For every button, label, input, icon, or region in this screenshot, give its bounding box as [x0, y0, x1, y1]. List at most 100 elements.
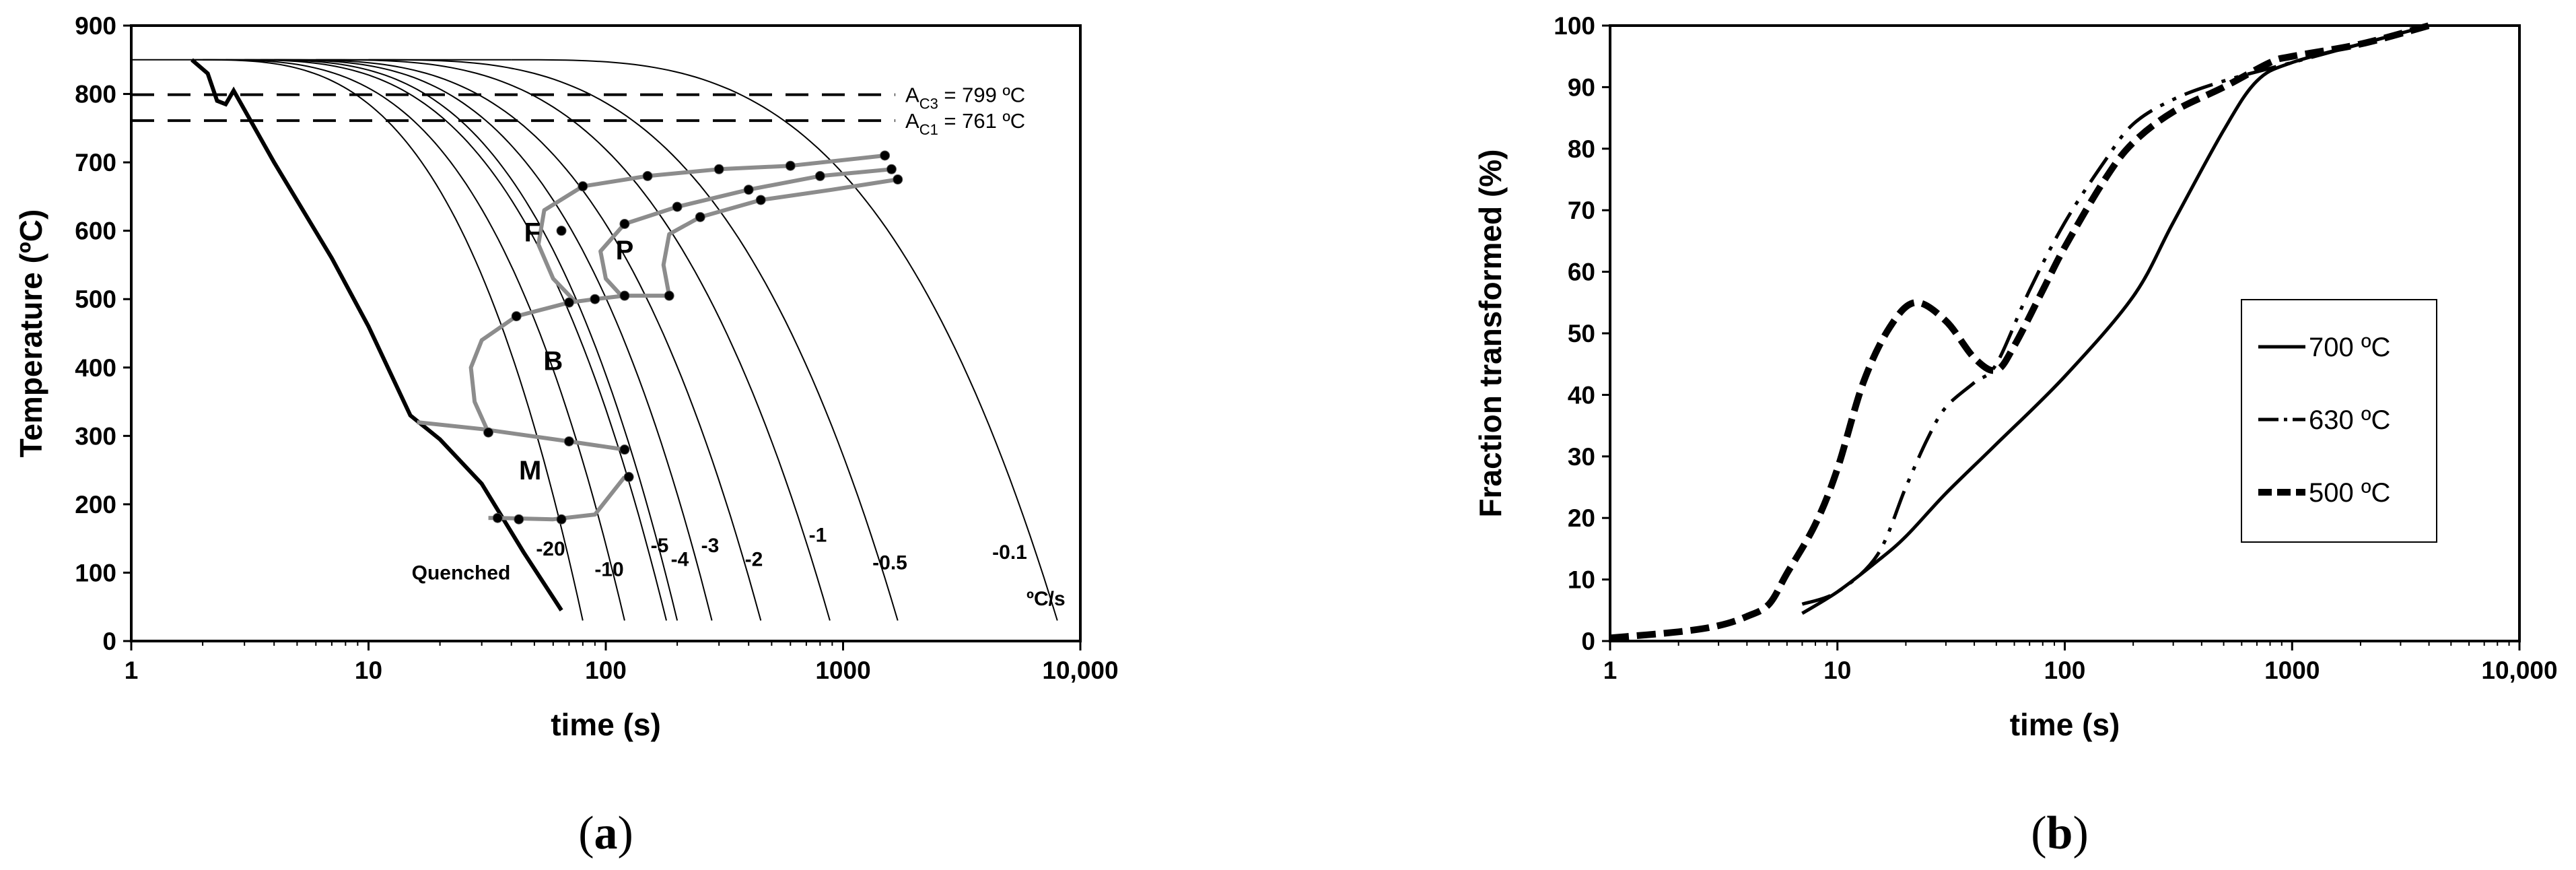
a-x-axis-title: time (s): [551, 707, 661, 742]
a-y-tick-label: 800: [75, 81, 116, 108]
b-x-tick-label: 1000: [2264, 657, 2320, 684]
a-y-tick-label: 400: [75, 354, 116, 382]
a-transformation-point: [556, 514, 567, 525]
a-cooling-curve: [190, 58, 563, 611]
a-transformation-point: [743, 185, 754, 195]
a-transformation-point: [886, 164, 897, 174]
a-cooling-rate-label: -3: [701, 535, 720, 557]
a-x-tick-label: 10,000: [1042, 657, 1118, 684]
a-transformation-point: [492, 512, 503, 523]
a-transformation-point: [619, 444, 630, 455]
b-y-axis-title: Fraction transformed (%): [1473, 149, 1508, 518]
a-y-tick-label: 900: [75, 12, 116, 40]
a-transformation-point: [619, 290, 630, 301]
a-y-tick-label: 300: [75, 422, 116, 450]
a-transformation-point: [623, 471, 634, 482]
a-cooling-rate-labels: Quenched -20 -10 -5-4 -3 -2 -1 -0.5 -0.1: [412, 525, 1027, 584]
b-y-tick-label: 70: [1568, 197, 1595, 224]
a-y-axis-title: Temperature (ºC): [13, 209, 48, 458]
a-cooling-rate-label: Quenched: [412, 562, 511, 584]
panel-letter-a: a: [594, 807, 618, 859]
b-y-tick-label: 40: [1568, 381, 1595, 409]
b-x-tick-label: 10: [1823, 657, 1851, 684]
a-transformation-point: [556, 226, 567, 236]
region-label-ferrite: F: [524, 218, 541, 248]
a-cooling-curve: [203, 59, 625, 621]
a-y-tick-label: 100: [75, 559, 116, 587]
a-boundary-martensite-finish: [497, 475, 627, 522]
a-cooling-curve: [368, 59, 899, 621]
a-cooling-rate-label: -0.5: [872, 551, 907, 574]
a-y-tick-label: 500: [75, 286, 116, 313]
a-transformation-point: [713, 164, 724, 174]
a-ref-value: = 761 ºC: [938, 109, 1025, 133]
b-y-tick-label: 10: [1568, 566, 1595, 594]
a-transformation-point: [563, 436, 574, 446]
a-boundary-ferrite-start: [536, 154, 885, 304]
a-boundary-ferrite-finish-pearlite-start: [598, 167, 892, 301]
a-transformation-point: [619, 219, 630, 230]
a-cooling-rate-label: -5: [651, 535, 669, 557]
b-y-ticks: 0 10 20 30 40 50 60 70 80 90 100: [1554, 12, 1610, 655]
b-x-axis-title: time (s): [2010, 707, 2120, 742]
a-cooling-rate-label: -0.1: [992, 541, 1027, 564]
b-series-lines: [1609, 22, 2430, 642]
a-ref-symbol: A: [905, 83, 919, 107]
a-cooling-curve: [260, 59, 713, 621]
a-region-labels: F P B M: [519, 218, 633, 486]
b-y-tick-label: 100: [1554, 12, 1595, 40]
b-legend-label: 700 ºC: [2309, 333, 2390, 362]
b-y-tick-label: 30: [1568, 443, 1595, 471]
a-transformation-point: [755, 195, 766, 205]
a-y-tick-label: 0: [102, 628, 116, 655]
a-transformation-point: [880, 150, 891, 161]
a-cooling-rate-label: -2: [745, 548, 763, 570]
a-transformation-point: [563, 297, 574, 308]
a-transformation-point: [814, 170, 825, 181]
panel-letter-b: b: [2047, 807, 2073, 859]
a-rate-unit-label: ºC/s: [1026, 588, 1066, 610]
a-transformation-point: [785, 160, 796, 171]
a-transformation-point: [664, 290, 674, 301]
b-series-line-3: [1609, 22, 2430, 642]
a-cooling-curve: [274, 59, 762, 621]
a-x-tick-label: 100: [585, 657, 627, 684]
region-label-martensite: M: [519, 456, 541, 486]
b-y-tick-label: 80: [1568, 135, 1595, 163]
b-y-tick-label: 90: [1568, 73, 1595, 101]
a-transformation-point: [514, 514, 524, 525]
a-transformation-point: [483, 427, 494, 438]
a-reference-label: AC3 = 799 ºC: [905, 83, 1025, 112]
b-legend-label: 500 ºC: [2309, 478, 2390, 508]
a-y-tick-label: 200: [75, 491, 116, 518]
a-cooling-curves: [131, 58, 1058, 621]
a-cooling-curve: [192, 59, 584, 621]
b-x-tick-label: 1: [1603, 657, 1617, 684]
a-cooling-rate-label: -1: [809, 525, 827, 547]
a-transformation-point: [695, 211, 705, 222]
a-transformation-point: [511, 311, 522, 322]
panel-label-b: (b): [2031, 807, 2089, 859]
a-ref-value: = 799 ºC: [938, 83, 1025, 107]
a-x-tick-label: 1: [125, 657, 139, 684]
b-x-tick-label: 10,000: [2481, 657, 2557, 684]
a-x-ticks: 1 10 100 1000 10,000: [125, 641, 1119, 684]
region-label-pearlite: P: [616, 236, 634, 265]
a-cooling-rate-label: -10: [594, 559, 623, 581]
b-x-tick-label: 100: [2044, 657, 2086, 684]
b-series-line-1: [1801, 24, 2430, 615]
b-y-tick-label: 60: [1568, 259, 1595, 286]
a-boundary-martensite-start: [417, 420, 625, 452]
a-transformation-points: [483, 150, 903, 525]
a-cooling-curve: [511, 59, 1058, 621]
panel-label-a: (a): [578, 807, 633, 859]
a-transformation-point: [642, 170, 653, 181]
a-cooling-rate-label: -4: [671, 548, 689, 570]
a-y-ticks: 0 100 200 300 400 500 600 700 800 900: [75, 12, 131, 655]
a-reference-label: AC1 = 761 ºC: [905, 109, 1025, 138]
a-x-tick-label: 10: [355, 657, 382, 684]
a-y-tick-label: 600: [75, 218, 116, 245]
a-transformation-boundaries: [417, 154, 899, 522]
